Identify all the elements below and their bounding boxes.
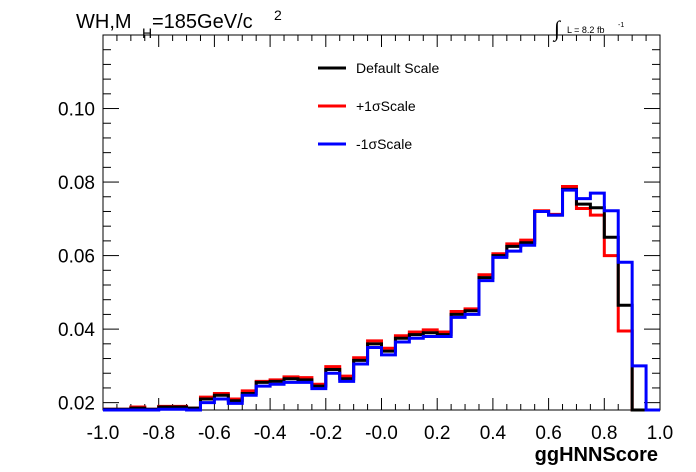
x-tick-label: 1.0 — [647, 423, 673, 444]
series-lines — [103, 184, 660, 412]
lumi-superscript: -1 — [618, 22, 624, 29]
series-line-2 — [103, 188, 660, 412]
legend-entry: Default Scale — [356, 60, 439, 76]
series-line-1 — [103, 184, 660, 412]
luminosity-label: ∫ L = 8.2 fb -1 — [552, 16, 624, 42]
x-tick-label: -1.0 — [87, 423, 120, 444]
y-axis-ticks — [103, 34, 660, 404]
x-tick-label: 0.4 — [480, 423, 507, 444]
x-tick-label: 0.2 — [424, 423, 450, 444]
y-tick-label: 0.06 — [58, 247, 95, 268]
title-mass: =185GeV/c — [152, 11, 253, 33]
lumi-text: L = 8.2 fb — [567, 25, 604, 35]
series-line-0 — [103, 187, 660, 412]
legend-entry: -1σScale — [356, 136, 412, 152]
x-tick-label: 0.8 — [591, 423, 617, 444]
y-tick-label: 0.10 — [58, 100, 95, 121]
y-tick-label: 0.08 — [58, 173, 95, 194]
chart-title: WH,M H =185GeV/c 2 — [76, 7, 282, 41]
y-tick-label: 0.02 — [58, 394, 95, 415]
x-axis-ticks — [102, 35, 661, 410]
x-tick-label: -0.8 — [142, 423, 175, 444]
x-tick-label: 0.6 — [535, 423, 561, 444]
legend: Default Scale +1σScale -1σScale — [318, 60, 439, 152]
title-superscript: 2 — [274, 7, 282, 23]
y-axis-tick-labels: 0.02 0.04 0.06 0.08 0.10 — [58, 100, 95, 415]
x-tick-label: -0.0 — [365, 423, 398, 444]
y-tick-label: 0.04 — [58, 320, 95, 341]
x-axis-label: ggHNNScore — [535, 444, 658, 466]
x-tick-label: -0.2 — [309, 423, 342, 444]
x-tick-label: -0.4 — [254, 423, 287, 444]
x-tick-label: -0.6 — [198, 423, 231, 444]
legend-entry: +1σScale — [356, 98, 416, 114]
integral-sign: ∫ — [552, 16, 562, 42]
x-axis-tick-labels: -1.0 -0.8 -0.6 -0.4 -0.2 -0.0 0.2 0.4 0.6 0.8 1.0 — [87, 423, 674, 444]
title-subscript: H — [142, 25, 152, 41]
title-main: WH,M — [76, 11, 132, 33]
